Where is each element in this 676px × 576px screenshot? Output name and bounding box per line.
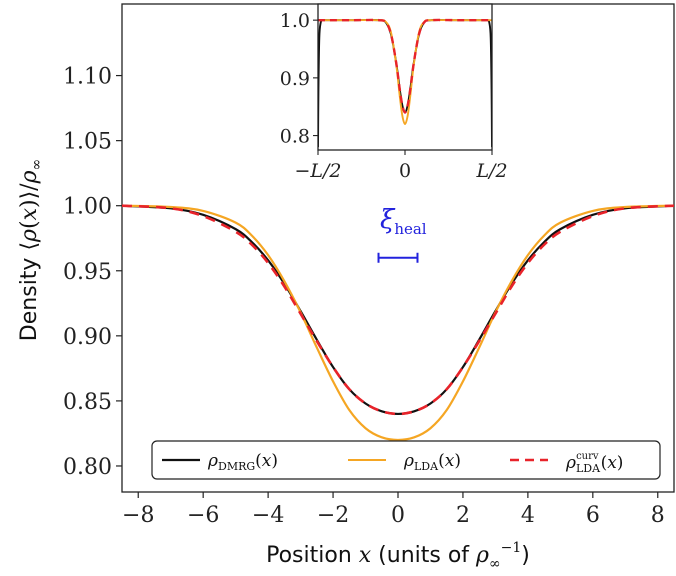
y-tick-label: 0.95 bbox=[63, 260, 112, 285]
main-ticks-group: −8 −6 −4 −2 0 2 4 6 80.800.850.900.951.001.051.1… bbox=[63, 65, 665, 528]
inset-y-tick-label: 1.0 bbox=[280, 10, 310, 32]
x-tick-label: −6 bbox=[187, 503, 219, 528]
inset-background bbox=[318, 4, 492, 150]
legend: ρDMRG(x) ρLDA(x) ρLDAcurv (x) bbox=[151, 440, 661, 480]
y-axis-label: Density ⟨ρ(x)⟩/ρ∞ bbox=[17, 159, 45, 341]
x-tick-label: 6 bbox=[586, 503, 600, 528]
x-tick-label: −8 bbox=[122, 503, 154, 528]
inset-x-tick-label: L/2 bbox=[475, 160, 507, 182]
legend-label-curv-lda: ρLDAcurv (x) bbox=[565, 451, 623, 475]
y-tick-label: 1.05 bbox=[63, 130, 112, 155]
healing-length-annotation: ξheal bbox=[377, 205, 427, 263]
y-tick-label: 1.10 bbox=[63, 65, 112, 90]
main-series-group bbox=[122, 204, 674, 442]
x-tick-label: 0 bbox=[391, 503, 405, 528]
legend-label-lda: ρLDA(x) bbox=[403, 451, 461, 473]
y-tick-label: 0.85 bbox=[63, 390, 112, 415]
inset-y-tick-label: 0.9 bbox=[280, 68, 310, 90]
x-axis-label: Position x (units of ρ∞−1) bbox=[266, 540, 530, 572]
inset-x-tick-label: −L/2 bbox=[294, 160, 341, 182]
inset-series-line-2 bbox=[318, 18, 492, 114]
x-tick-label: 8 bbox=[651, 503, 665, 528]
y-tick-label: 0.90 bbox=[63, 325, 112, 350]
inset-y-tick-label: 0.8 bbox=[280, 126, 310, 148]
legend-label-dmrg: ρDMRG(x) bbox=[207, 451, 278, 473]
x-tick-label: −4 bbox=[252, 503, 284, 528]
inset-series-group bbox=[318, 18, 492, 148]
healing-length-bar bbox=[377, 252, 419, 263]
y-tick-label: 0.80 bbox=[63, 455, 112, 480]
main-series-line-1 bbox=[122, 204, 674, 442]
x-tick-label: 4 bbox=[521, 503, 535, 528]
x-tick-label: 2 bbox=[456, 503, 470, 528]
inset-x-tick-label: 0 bbox=[399, 160, 411, 182]
x-tick-label: −2 bbox=[317, 503, 349, 528]
legend-box bbox=[151, 440, 661, 480]
main-series-line-0 bbox=[122, 204, 674, 416]
y-tick-label: 1.00 bbox=[63, 195, 112, 220]
inset-ticks-group: −L/2 0 L/2 0.8 0.9 1.0 bbox=[280, 10, 508, 182]
healing-length-label: ξheal bbox=[380, 205, 427, 238]
